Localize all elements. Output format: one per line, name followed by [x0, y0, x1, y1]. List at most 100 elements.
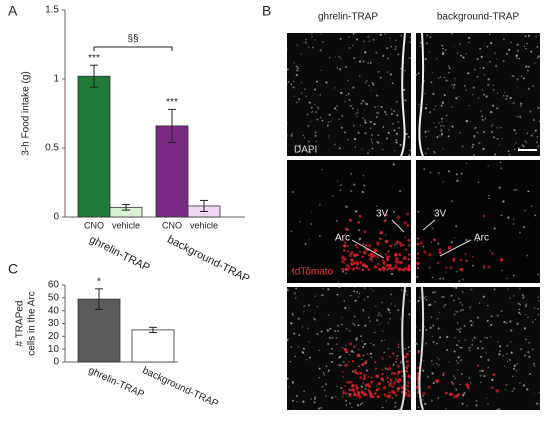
micrographs — [287, 33, 540, 410]
speck — [354, 113, 357, 115]
cell — [349, 342, 353, 346]
speck — [306, 359, 308, 361]
cell — [391, 385, 394, 389]
cell — [342, 391, 346, 395]
speck — [393, 129, 396, 132]
speck — [463, 391, 466, 395]
speck — [357, 229, 361, 232]
speck — [378, 312, 381, 315]
cell — [355, 393, 359, 397]
speck — [313, 318, 316, 321]
speck — [431, 227, 434, 230]
speck — [524, 35, 527, 38]
speck — [287, 289, 290, 292]
group-label: ghrelin-TRAP — [87, 234, 151, 275]
speck — [318, 367, 321, 370]
speck — [293, 95, 295, 98]
speck — [538, 392, 540, 394]
region-label: 3V — [434, 209, 447, 220]
speck — [318, 349, 320, 352]
speck — [442, 51, 445, 54]
speck — [496, 92, 499, 94]
midline — [400, 32, 406, 157]
speck — [453, 350, 456, 353]
image — [287, 160, 411, 283]
speck — [303, 137, 306, 139]
speck — [535, 35, 538, 38]
cell — [388, 385, 391, 387]
cell — [344, 348, 348, 352]
speck — [455, 360, 458, 362]
speck — [367, 316, 370, 319]
speck — [302, 400, 305, 403]
cell — [357, 267, 361, 270]
cell — [376, 243, 380, 247]
cell — [393, 252, 398, 257]
speck — [369, 127, 372, 130]
speck — [376, 319, 379, 322]
speck — [486, 45, 489, 48]
speck — [430, 360, 433, 362]
cell — [405, 388, 408, 391]
speck — [395, 39, 397, 41]
speck — [387, 131, 390, 135]
bar — [131, 329, 175, 363]
speck — [519, 114, 521, 116]
cell — [384, 253, 387, 256]
speck — [497, 107, 500, 109]
speck — [440, 130, 443, 133]
speck — [490, 110, 493, 114]
cell — [344, 267, 348, 272]
speck — [310, 398, 313, 400]
speck — [338, 285, 341, 289]
speck — [381, 301, 384, 304]
speck — [516, 363, 518, 365]
speck — [473, 127, 475, 130]
speck — [485, 397, 488, 399]
speck — [446, 114, 448, 117]
speck — [371, 134, 373, 136]
speck — [404, 347, 407, 350]
cell — [362, 243, 365, 246]
speck — [350, 350, 354, 353]
significance-label: *** — [88, 53, 100, 64]
speck — [356, 111, 359, 114]
speck — [389, 317, 391, 320]
speck — [517, 302, 520, 305]
cell — [392, 381, 397, 386]
speck — [322, 41, 324, 43]
speck — [461, 291, 464, 293]
speck — [363, 299, 366, 301]
speck — [354, 146, 356, 148]
cell — [355, 246, 358, 249]
speck — [374, 106, 377, 109]
speck — [481, 115, 484, 118]
speck — [320, 168, 323, 171]
speck — [419, 45, 421, 48]
speck — [294, 355, 296, 358]
speck — [353, 323, 356, 326]
speck — [360, 102, 363, 105]
speck — [318, 376, 321, 379]
speck — [350, 295, 352, 297]
speck — [525, 303, 528, 306]
speck — [456, 322, 459, 324]
speck — [354, 299, 357, 302]
cell — [406, 381, 410, 385]
speck — [345, 94, 347, 97]
speck — [384, 33, 386, 35]
speck — [466, 405, 469, 407]
cell — [417, 351, 420, 354]
cell — [391, 390, 394, 394]
speck — [496, 340, 499, 343]
speck — [384, 111, 387, 114]
speck — [476, 58, 479, 61]
speck — [338, 118, 340, 120]
speck — [453, 46, 455, 48]
speck — [376, 94, 379, 97]
speck — [436, 136, 439, 139]
cell — [355, 253, 359, 257]
speck — [502, 354, 505, 357]
speck — [336, 67, 339, 69]
speck — [303, 390, 305, 392]
